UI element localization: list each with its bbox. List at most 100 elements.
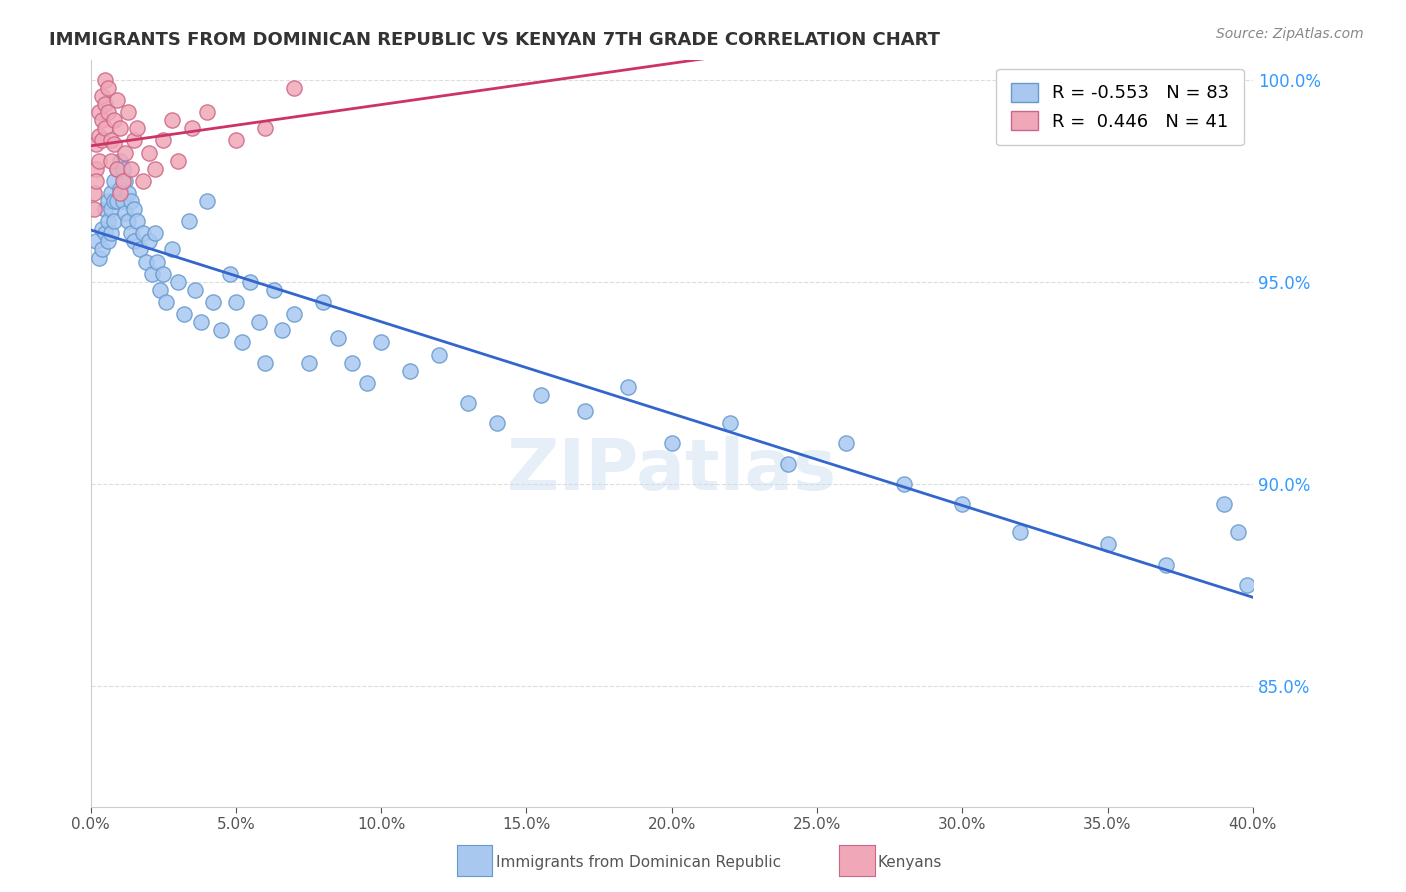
Point bbox=[574, 404, 596, 418]
Point bbox=[117, 186, 139, 200]
Point bbox=[120, 194, 142, 208]
Point bbox=[195, 105, 218, 120]
Point bbox=[173, 307, 195, 321]
Point bbox=[108, 186, 131, 200]
Point bbox=[160, 243, 183, 257]
Point bbox=[120, 227, 142, 241]
Point bbox=[166, 153, 188, 168]
Point bbox=[835, 436, 858, 450]
Point bbox=[231, 335, 253, 350]
Point bbox=[103, 137, 125, 152]
Point bbox=[253, 121, 276, 136]
Point bbox=[86, 161, 108, 176]
Point bbox=[190, 315, 212, 329]
Point bbox=[94, 202, 117, 216]
Legend: R = -0.553   N = 83, R =  0.446   N = 41: R = -0.553 N = 83, R = 0.446 N = 41 bbox=[997, 69, 1244, 145]
Point bbox=[209, 323, 232, 337]
Point bbox=[146, 254, 169, 268]
Point bbox=[114, 174, 136, 188]
Point bbox=[326, 331, 349, 345]
Point bbox=[105, 93, 128, 107]
Point bbox=[91, 222, 114, 236]
Point bbox=[117, 105, 139, 120]
Point bbox=[100, 153, 122, 168]
Point bbox=[1097, 537, 1119, 551]
Point bbox=[94, 227, 117, 241]
Point bbox=[114, 145, 136, 160]
Point bbox=[283, 81, 305, 95]
Point bbox=[950, 497, 973, 511]
Point bbox=[91, 133, 114, 147]
Point bbox=[225, 133, 247, 147]
Point bbox=[86, 137, 108, 152]
Point bbox=[97, 194, 120, 208]
Point bbox=[179, 214, 201, 228]
Point bbox=[297, 355, 319, 369]
Point bbox=[86, 174, 108, 188]
Point bbox=[195, 194, 218, 208]
Point bbox=[143, 227, 166, 241]
Point bbox=[108, 182, 131, 196]
Text: Immigrants from Dominican Republic: Immigrants from Dominican Republic bbox=[496, 855, 782, 870]
Point bbox=[100, 186, 122, 200]
Point bbox=[89, 105, 111, 120]
Point bbox=[100, 133, 122, 147]
Point bbox=[103, 113, 125, 128]
Point bbox=[94, 97, 117, 112]
Point bbox=[105, 161, 128, 176]
Point bbox=[97, 214, 120, 228]
Point bbox=[89, 129, 111, 144]
Point bbox=[83, 202, 105, 216]
Point bbox=[111, 174, 134, 188]
Point bbox=[160, 113, 183, 128]
Point bbox=[530, 388, 553, 402]
Point bbox=[132, 174, 155, 188]
Point bbox=[105, 161, 128, 176]
Point bbox=[122, 133, 145, 147]
Point bbox=[152, 133, 174, 147]
Point bbox=[617, 380, 640, 394]
Point bbox=[138, 235, 160, 249]
Point bbox=[247, 315, 270, 329]
Point bbox=[253, 355, 276, 369]
Point bbox=[100, 202, 122, 216]
Point bbox=[283, 307, 305, 321]
Point bbox=[103, 194, 125, 208]
Point bbox=[1212, 497, 1234, 511]
Point bbox=[181, 121, 204, 136]
Point bbox=[127, 214, 149, 228]
Point bbox=[661, 436, 683, 450]
Point bbox=[370, 335, 392, 350]
Point bbox=[457, 396, 479, 410]
Point bbox=[312, 295, 335, 310]
Point bbox=[122, 202, 145, 216]
Point bbox=[141, 267, 163, 281]
Point bbox=[89, 251, 111, 265]
Point bbox=[1236, 578, 1258, 592]
Point bbox=[776, 457, 799, 471]
Point bbox=[225, 295, 247, 310]
Point bbox=[111, 194, 134, 208]
Point bbox=[356, 376, 378, 390]
Point bbox=[97, 235, 120, 249]
Point bbox=[138, 145, 160, 160]
Point bbox=[263, 283, 285, 297]
Point bbox=[399, 364, 422, 378]
Point bbox=[108, 153, 131, 168]
Point bbox=[239, 275, 262, 289]
Point bbox=[219, 267, 242, 281]
Point bbox=[149, 283, 172, 297]
Point bbox=[427, 347, 450, 361]
Point bbox=[893, 476, 915, 491]
Point bbox=[152, 267, 174, 281]
Point bbox=[94, 72, 117, 87]
Point bbox=[166, 275, 188, 289]
Point bbox=[94, 121, 117, 136]
Point bbox=[184, 283, 207, 297]
Point bbox=[129, 243, 152, 257]
Point bbox=[132, 227, 155, 241]
Point bbox=[97, 81, 120, 95]
Point bbox=[103, 174, 125, 188]
Point bbox=[1154, 558, 1177, 572]
Point bbox=[97, 105, 120, 120]
